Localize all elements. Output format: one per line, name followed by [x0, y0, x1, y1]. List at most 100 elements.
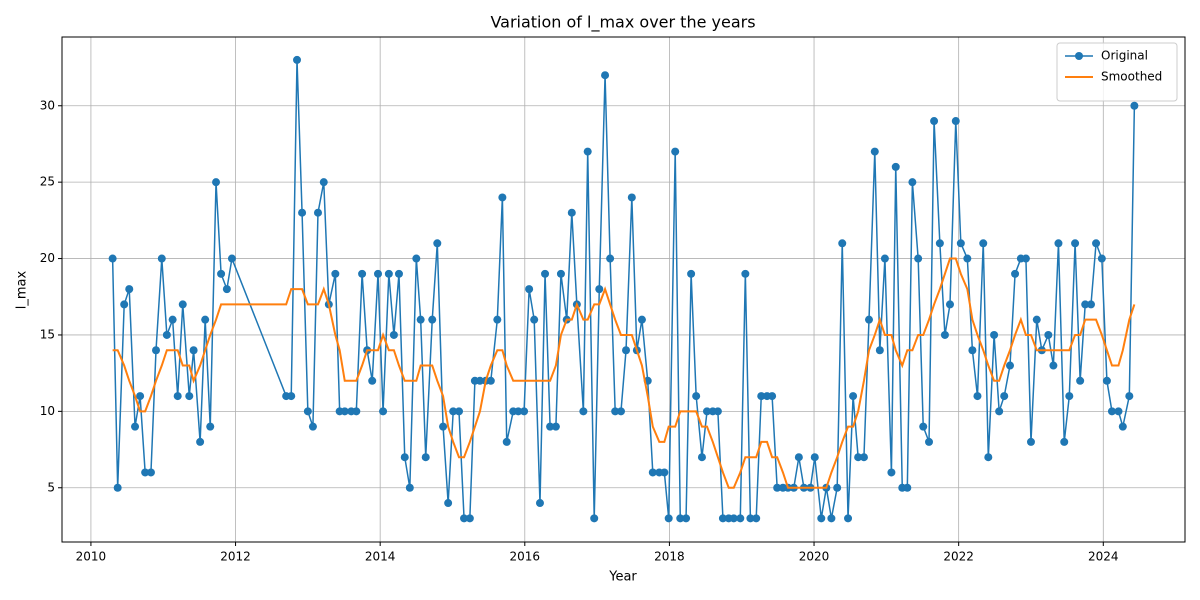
data-point [439, 422, 448, 431]
x-tick-label: 2018 [654, 550, 685, 564]
data-point [590, 514, 599, 523]
data-point [444, 499, 453, 508]
data-point [196, 437, 205, 446]
data-point [152, 346, 161, 355]
plot [108, 55, 1139, 523]
x-axis-label: Year [608, 570, 637, 585]
data-point [185, 392, 194, 401]
data-point [541, 269, 550, 278]
y-axis-label: l_max [15, 270, 30, 309]
data-point [141, 468, 150, 477]
data-point [1081, 300, 1090, 309]
data-point [794, 453, 803, 462]
x-tick-label: 2012 [220, 550, 251, 564]
data-point [664, 514, 673, 523]
data-point [217, 269, 226, 278]
data-point [298, 208, 307, 217]
data-point [1071, 239, 1080, 248]
data-point [914, 254, 923, 263]
series-line [111, 59, 1136, 520]
data-point [1049, 361, 1058, 370]
data-point [416, 315, 425, 324]
data-point [682, 514, 691, 523]
data-point [465, 514, 474, 523]
data-point [227, 254, 236, 263]
data-point [1097, 254, 1106, 263]
data-point [697, 453, 706, 462]
data-point [1026, 437, 1035, 446]
data-point [368, 376, 377, 385]
data-point [556, 269, 565, 278]
chart-title: Variation of l_max over the years [490, 13, 755, 33]
data-point [838, 239, 847, 248]
data-point [891, 162, 900, 171]
data-point [178, 300, 187, 309]
data-point [173, 392, 182, 401]
data-point [611, 407, 620, 416]
legend-label: Smoothed [1101, 70, 1162, 84]
data-point [979, 239, 988, 248]
y-tick-label: 5 [47, 480, 55, 494]
data-point [1065, 392, 1074, 401]
data-point [925, 437, 934, 446]
data-point [637, 315, 646, 324]
data-point [729, 514, 738, 523]
data-point [880, 254, 889, 263]
data-point [530, 315, 539, 324]
data-point [146, 468, 155, 477]
data-point [1102, 376, 1111, 385]
data-point [622, 346, 631, 355]
data-point [1130, 101, 1139, 110]
data-point [595, 285, 604, 294]
data-point [1006, 361, 1015, 370]
legend: Original Smoothed [1056, 42, 1178, 102]
data-point [340, 407, 349, 416]
plot-frame [61, 36, 1186, 543]
data-point [189, 346, 198, 355]
x-tick-label: 2024 [1088, 550, 1119, 564]
data-point [660, 468, 669, 477]
data-point [827, 514, 836, 523]
data-point [486, 376, 495, 385]
data-point [120, 300, 129, 309]
x-tick-label: 2016 [510, 550, 541, 564]
data-point [389, 330, 398, 339]
data-point [352, 407, 361, 416]
data-point [308, 422, 317, 431]
data-point [1060, 437, 1069, 446]
data-point [567, 208, 576, 217]
data-point [514, 407, 523, 416]
y-tick-label: 25 [40, 175, 55, 189]
data-point [935, 239, 944, 248]
data-point [741, 269, 750, 278]
data-point [113, 483, 122, 492]
data-point [736, 514, 745, 523]
data-point [817, 514, 826, 523]
data-point [358, 269, 367, 278]
data-point [162, 330, 171, 339]
data-point [1086, 300, 1095, 309]
x-tick-label: 2020 [799, 550, 830, 564]
legend-marker [1075, 52, 1083, 60]
data-point [157, 254, 166, 263]
data-point [903, 483, 912, 492]
data-point [713, 407, 722, 416]
data-point [460, 514, 469, 523]
data-point [864, 315, 873, 324]
data-point [1118, 422, 1127, 431]
data-point [773, 483, 782, 492]
data-point [394, 269, 403, 278]
data-point [627, 193, 636, 202]
data-point [1032, 315, 1041, 324]
data-point [945, 300, 954, 309]
data-point [746, 514, 755, 523]
data-point [201, 315, 210, 324]
data-point [108, 254, 117, 263]
data-point [136, 392, 145, 401]
data-point [963, 254, 972, 263]
data-point [676, 514, 685, 523]
data-point [428, 315, 437, 324]
data-point [535, 499, 544, 508]
data-point [849, 392, 858, 401]
